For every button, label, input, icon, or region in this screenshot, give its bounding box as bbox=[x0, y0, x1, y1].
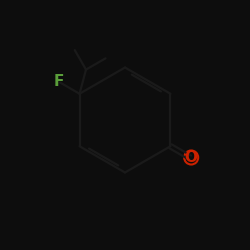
Text: F: F bbox=[54, 74, 64, 89]
Text: O: O bbox=[185, 150, 198, 165]
